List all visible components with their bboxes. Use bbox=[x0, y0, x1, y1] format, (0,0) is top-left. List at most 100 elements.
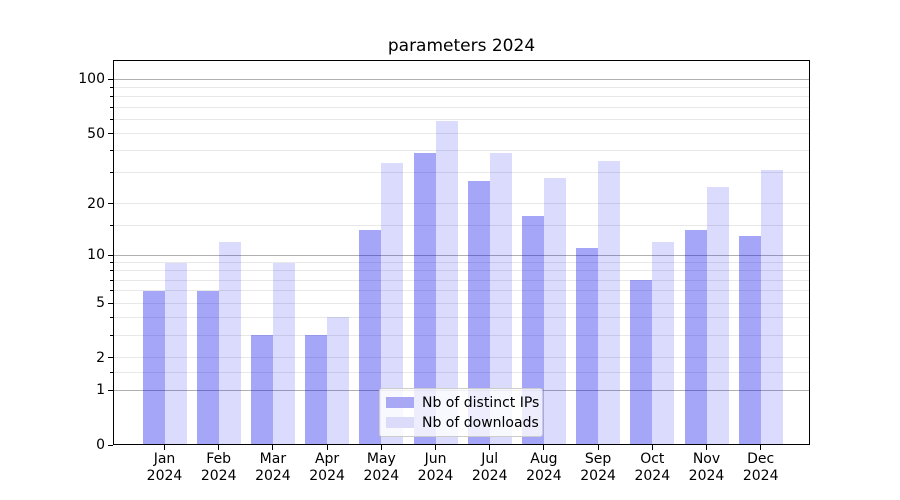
legend-swatch-downloads bbox=[386, 417, 414, 428]
x-axis-tick bbox=[218, 445, 220, 450]
y-axis-minor-tick bbox=[110, 316, 113, 318]
x-axis-tick bbox=[272, 445, 274, 450]
bar-distinct-ips bbox=[630, 280, 653, 445]
legend-row-downloads: Nb of downloads bbox=[386, 414, 539, 431]
bar-distinct-ips bbox=[413, 152, 436, 445]
y-axis-tick bbox=[108, 444, 113, 446]
x-axis-tick-label: Jun 2024 bbox=[417, 451, 454, 484]
legend-label-downloads: Nb of downloads bbox=[422, 414, 539, 431]
bar-downloads bbox=[272, 262, 295, 445]
bar-downloads bbox=[381, 163, 404, 445]
y-axis-minor-tick bbox=[110, 302, 113, 304]
y-axis-minor-tick bbox=[110, 118, 113, 120]
y-axis-tick-label: 1 bbox=[96, 382, 105, 399]
y-axis-tick-label: 2 bbox=[96, 349, 105, 366]
gridline-minor bbox=[113, 270, 810, 272]
x-axis-tick bbox=[164, 445, 165, 450]
y-axis-minor-tick bbox=[110, 270, 113, 272]
bar-distinct-ips bbox=[467, 181, 490, 445]
gridline-minor bbox=[113, 150, 810, 152]
bar-downloads bbox=[218, 241, 241, 445]
y-axis-tick-label: 10 bbox=[87, 247, 105, 264]
gridline-minor bbox=[113, 203, 810, 205]
x-axis-tick bbox=[435, 445, 436, 450]
gridline-minor bbox=[113, 316, 810, 318]
bar-downloads bbox=[435, 120, 458, 445]
bar-distinct-ips bbox=[359, 230, 382, 445]
x-axis-tick-label: Oct 2024 bbox=[634, 451, 671, 484]
gridline-minor bbox=[113, 96, 810, 98]
y-axis-minor-tick bbox=[110, 150, 113, 152]
bar-distinct-ips bbox=[521, 216, 544, 445]
gridline-major bbox=[113, 78, 810, 80]
x-axis-tick bbox=[706, 445, 707, 450]
x-axis-tick-label: Apr 2024 bbox=[309, 451, 345, 484]
y-axis-minor-tick bbox=[110, 87, 113, 89]
x-axis-tick-label: May 2024 bbox=[363, 451, 400, 484]
y-axis-tick-label: 5 bbox=[96, 295, 105, 312]
y-axis-minor-tick bbox=[110, 96, 113, 98]
bar-downloads bbox=[598, 161, 621, 445]
gridline-minor bbox=[113, 290, 810, 292]
x-axis-tick-label: Mar 2024 bbox=[255, 451, 291, 484]
bar-distinct-ips bbox=[196, 290, 219, 445]
bar-downloads bbox=[164, 262, 187, 445]
gridline-minor bbox=[113, 262, 810, 264]
gridline-minor bbox=[113, 357, 810, 359]
bar-downloads bbox=[760, 170, 783, 445]
x-axis-tick-label: Aug 2024 bbox=[526, 451, 562, 484]
x-axis-tick bbox=[651, 445, 653, 450]
gridline-minor bbox=[113, 224, 810, 226]
bar-distinct-ips bbox=[142, 290, 165, 445]
legend: Nb of distinct IPs Nb of downloads bbox=[379, 388, 543, 437]
bar-downloads bbox=[327, 317, 350, 445]
y-axis-tick-label: 100 bbox=[78, 71, 105, 88]
x-axis-tick-label: Jul 2024 bbox=[471, 451, 508, 484]
y-axis-minor-tick bbox=[110, 172, 113, 174]
y-axis-minor-tick bbox=[110, 106, 113, 108]
bar-downloads bbox=[652, 241, 675, 445]
x-axis-tick bbox=[326, 445, 328, 450]
gridline-minor bbox=[113, 106, 810, 108]
gridline-minor bbox=[113, 371, 810, 373]
y-axis-tick bbox=[108, 254, 113, 256]
legend-swatch-distinct-ips bbox=[386, 397, 414, 408]
y-axis-minor-tick bbox=[110, 224, 113, 226]
chart-title: parameters 2024 bbox=[387, 36, 536, 56]
y-axis-minor-tick bbox=[110, 334, 113, 336]
gridline-minor bbox=[113, 172, 810, 174]
bar-downloads bbox=[706, 186, 729, 445]
bar-distinct-ips bbox=[738, 235, 761, 445]
gridline-minor bbox=[113, 302, 810, 304]
y-axis-minor-tick bbox=[110, 371, 113, 373]
bar-downloads bbox=[543, 178, 566, 445]
x-axis-tick-label: Nov 2024 bbox=[688, 451, 725, 484]
y-axis-tick-label: 20 bbox=[87, 195, 105, 212]
y-axis-minor-tick bbox=[110, 357, 113, 359]
y-axis-tick-label: 0 bbox=[96, 437, 105, 453]
y-axis-minor-tick bbox=[110, 133, 113, 135]
bar-distinct-ips bbox=[684, 230, 707, 445]
y-axis-tick bbox=[108, 78, 113, 80]
x-axis-tick-label: Sep 2024 bbox=[580, 451, 616, 484]
y-axis-minor-tick bbox=[110, 203, 113, 205]
x-axis-tick bbox=[380, 445, 382, 450]
bar-downloads bbox=[489, 152, 512, 445]
gridline-minor bbox=[113, 133, 810, 135]
x-axis-tick bbox=[489, 445, 491, 450]
bar-distinct-ips bbox=[250, 335, 273, 445]
y-axis-minor-tick bbox=[110, 279, 113, 281]
gridline-major bbox=[113, 254, 810, 256]
legend-label-distinct-ips: Nb of distinct IPs bbox=[422, 394, 540, 411]
bar-distinct-ips bbox=[305, 335, 328, 445]
bar-distinct-ips bbox=[576, 248, 599, 445]
y-axis-tick-label: 50 bbox=[87, 125, 105, 142]
x-axis-tick-label: Dec 2024 bbox=[742, 451, 779, 484]
gridline-minor bbox=[113, 118, 810, 120]
y-axis-minor-tick bbox=[110, 262, 113, 264]
y-axis-tick bbox=[108, 389, 113, 391]
x-axis-tick bbox=[543, 445, 545, 450]
x-axis-tick-label: Feb 2024 bbox=[200, 451, 237, 484]
x-axis-tick-label: Jan 2024 bbox=[146, 451, 183, 484]
